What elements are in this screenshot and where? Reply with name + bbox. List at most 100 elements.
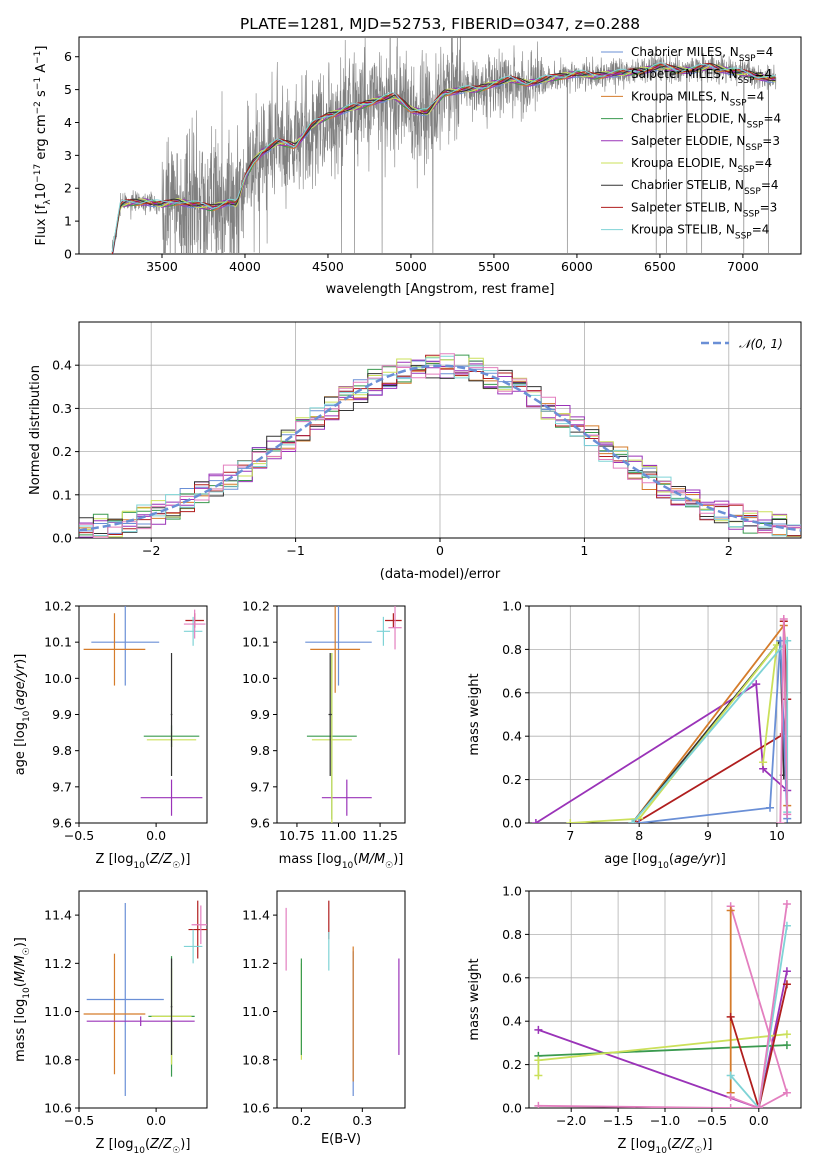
model-spectrum (111, 62, 776, 253)
y-tick-label: 0 (64, 247, 72, 262)
weight-marker (782, 1088, 791, 1097)
weight-marker (754, 1104, 763, 1108)
x-tick-label: 0.2 (291, 1113, 311, 1128)
y-tick-label: 9.8 (250, 743, 270, 758)
x-tick-label: 8 (635, 828, 643, 843)
y-tick-label: 11.0 (242, 1004, 270, 1019)
weight-marker (628, 819, 637, 823)
weight-lines (534, 900, 791, 1108)
y-tick-label: 4 (64, 115, 72, 130)
axes-frame (78, 890, 208, 1109)
legend-label: Salpeter MILES, NSSP=4 (631, 67, 772, 86)
legend-label: Chabrier ELODIE, NSSP=4 (631, 112, 781, 131)
y-tick-label: 10.2 (242, 599, 270, 614)
chart-spectrum: 3500 4000 4500 5000 5500 6000 6500 7000 0 1 2 3 4 5 6 C… (33, 36, 802, 297)
y-axis-label: age [log10(age/yr)] (13, 654, 32, 776)
crosses (83, 606, 206, 816)
y-tick-label: 1.0 (502, 599, 522, 614)
x-tick-label: 5000 (395, 259, 427, 274)
y-tick-label: 10.1 (44, 635, 72, 650)
weight-marker (759, 758, 768, 767)
y-tick-label: 10.6 (44, 1101, 72, 1116)
y-tick-label: 6 (64, 49, 72, 64)
y-tick-label: 3 (64, 148, 72, 163)
crosses (305, 606, 402, 823)
chart-age-vs-mass: 10.75 11.00 11.25 9.6 9.7 9.8 9.9 10.0 10.1 10.2 m… (242, 599, 406, 871)
weight-line (570, 642, 779, 823)
weight-line (631, 638, 789, 823)
y-tick-label: 0.6 (502, 970, 522, 985)
y-tick-label: 11.2 (44, 956, 72, 971)
weight-marker (782, 900, 791, 909)
histogram-step (79, 365, 801, 537)
x-tick-label: −1.5 (603, 1113, 633, 1128)
weight-line (538, 905, 788, 1108)
x-tick-label: 0.3 (352, 1113, 372, 1128)
y-tick-label: 0.3 (52, 401, 72, 416)
y-tick-label: 11.2 (242, 956, 270, 971)
data-spectrum (111, 37, 777, 254)
x-tick-label: 4000 (229, 259, 261, 274)
weight-line (538, 1044, 787, 1057)
legend-label: Salpeter ELODIE, NSSP=3 (631, 134, 780, 153)
weight-marker (782, 1030, 791, 1039)
chart-mass-vs-ebv: 0.2 0.3 10.6 10.8 11.0 11.2 11.4 E(B-V) (242, 890, 406, 1147)
chart-residuals: −2 −1 0 1 2 0.0 0.1 0.2 0.3 0.4 𝒩(0, 1) Normed dist… (28, 321, 802, 582)
weight-line (730, 925, 788, 1108)
y-tick-label: 0.1 (52, 487, 72, 502)
x-tick-label: 3500 (146, 259, 178, 274)
x-axis-label: age [log10(age/yr)] (604, 852, 726, 871)
y-tick-label: 11.4 (242, 908, 270, 923)
x-tick-label: 9 (704, 828, 712, 843)
x-tick-label: 5500 (478, 259, 510, 274)
x-tick-label: 6000 (561, 259, 593, 274)
weight-line (538, 971, 788, 1108)
x-tick-label: 0 (436, 543, 444, 558)
y-tick-label: 0.2 (502, 1057, 522, 1072)
weight-marker (726, 906, 735, 915)
y-axis-label: mass weight (467, 958, 482, 1040)
y-tick-label: 9.6 (52, 816, 72, 831)
y-tick-label: 0.8 (502, 927, 522, 942)
axes-frame (78, 605, 208, 824)
y-tick-label: 2 (64, 181, 72, 196)
weight-marker (726, 1012, 735, 1021)
weight-marker (776, 819, 785, 823)
legend-label: Kroupa STELIB, NSSP=4 (631, 223, 769, 242)
y-tick-label: 0.4 (502, 1014, 522, 1029)
chart-mass-vs-z: −0.5 0.0 10.6 10.8 11.0 11.2 11.4 mass [log10(M… (13, 890, 208, 1156)
x-tick-label: −1 (286, 543, 304, 558)
weight-marker (782, 980, 791, 989)
y-axis-label: Flux [fλ10−17 erg cm−2 s−1 A−1] (33, 46, 53, 246)
y-axis-label: mass [log10(M/M☉)] (13, 937, 32, 1062)
y-tick-label: 1.0 (502, 884, 522, 899)
weight-marker (566, 819, 575, 823)
weight-marker (534, 1071, 543, 1080)
weight-marker (534, 1101, 543, 1108)
weight-marker (752, 680, 761, 689)
axes-frame (78, 36, 802, 255)
weight-line (730, 903, 788, 1108)
x-tick-label: 7000 (727, 259, 759, 274)
y-tick-label: 11.0 (44, 1004, 72, 1019)
weight-marker (782, 1041, 791, 1050)
x-tick-label: 2 (725, 543, 733, 558)
x-tick-label: 6500 (644, 259, 676, 274)
weight-line (729, 984, 788, 1108)
y-tick-label: 10.8 (242, 1052, 270, 1067)
y-tick-label: 10.8 (44, 1052, 72, 1067)
x-tick-label: −0.5 (697, 1113, 727, 1128)
x-tick-label: −1.0 (650, 1113, 680, 1128)
weight-marker (726, 1071, 735, 1080)
legend-label: Kroupa MILES, NSSP=4 (631, 89, 764, 108)
y-tick-label: 9.8 (52, 743, 72, 758)
weight-marker (782, 967, 791, 976)
x-tick-label: 10.75 (279, 828, 315, 843)
legend-label: 𝒩(0, 1) (739, 337, 783, 351)
weight-marker (534, 1025, 543, 1034)
x-axis-label: Z [log10(Z/Z☉)] (96, 1137, 191, 1156)
y-tick-label: 10.0 (44, 671, 72, 686)
chart-mass-weight-vs-age: 7 8 9 10 0.0 0.2 0.4 0.6 0.8 1.0 mass weight age [l… (467, 599, 802, 871)
weight-marker (726, 1104, 735, 1108)
